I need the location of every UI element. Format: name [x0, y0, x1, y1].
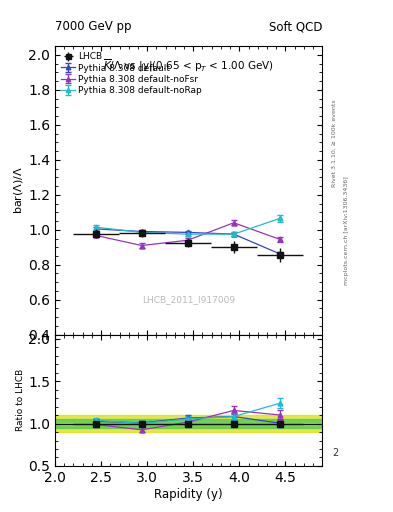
Text: Soft QCD: Soft QCD [269, 20, 322, 33]
Text: 2: 2 [332, 448, 338, 458]
Text: LHCB_2011_I917009: LHCB_2011_I917009 [142, 295, 235, 305]
Text: 7000 GeV pp: 7000 GeV pp [55, 20, 132, 33]
Bar [55, 419, 322, 428]
Text: Rivet 3.1.10, ≥ 100k events: Rivet 3.1.10, ≥ 100k events [332, 99, 337, 187]
Y-axis label: bar($\Lambda$)/$\Lambda$: bar($\Lambda$)/$\Lambda$ [12, 166, 25, 215]
X-axis label: Rapidity (y): Rapidity (y) [154, 487, 223, 501]
Text: mcplots.cern.ch [arXiv:1306.3436]: mcplots.cern.ch [arXiv:1306.3436] [344, 176, 349, 285]
Legend: LHCB, Pythia 8.308 default, Pythia 8.308 default-noFsr, Pythia 8.308 default-noR: LHCB, Pythia 8.308 default, Pythia 8.308… [59, 50, 205, 98]
Y-axis label: Ratio to LHCB: Ratio to LHCB [17, 369, 26, 432]
Bar [55, 415, 322, 432]
Text: $\overline{K}/\Lambda$ vs |y|(0.65 < p$_T$ < 1.00 GeV): $\overline{K}/\Lambda$ vs |y|(0.65 < p$_… [103, 58, 274, 74]
